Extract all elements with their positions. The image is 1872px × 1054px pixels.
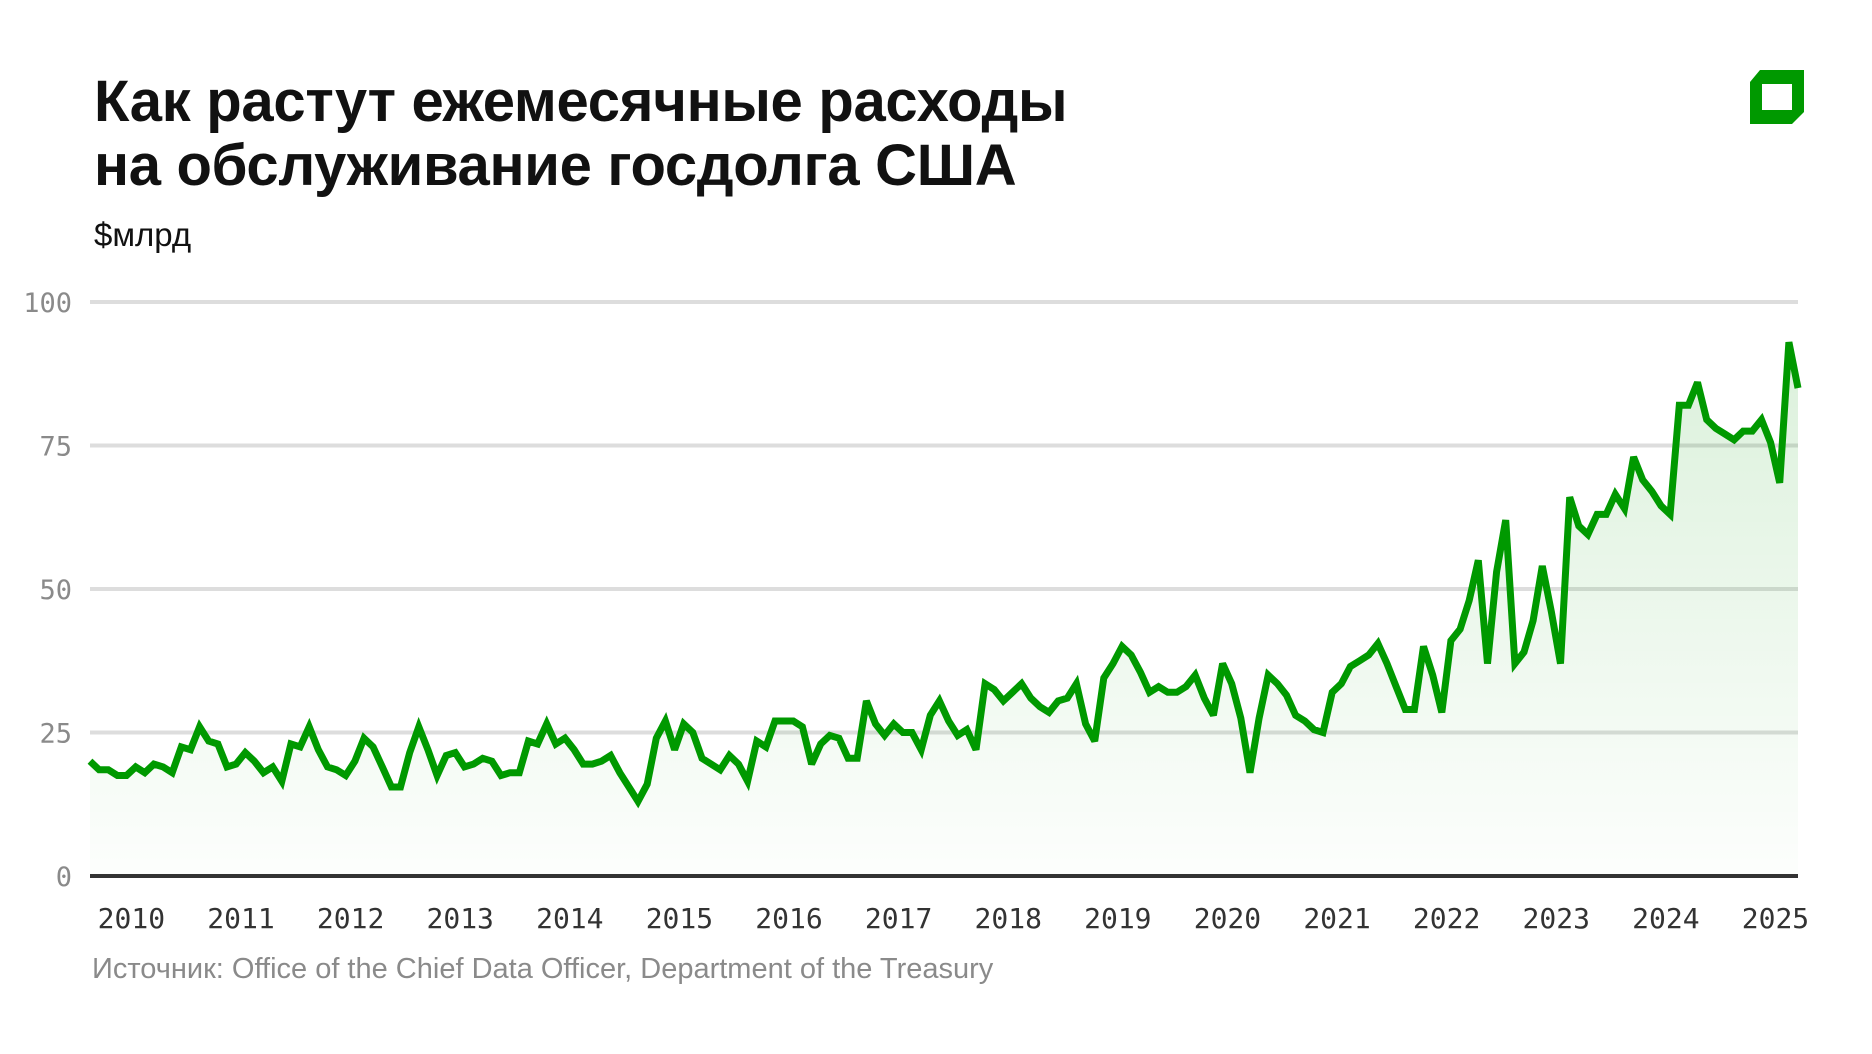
x-tick-label: 2014 <box>536 902 603 935</box>
x-tick-label: 2010 <box>98 902 165 935</box>
chart-title-line-2: на обслуживание госдолга США <box>94 133 1017 198</box>
y-tick-label: 50 <box>39 575 72 606</box>
x-tick-label: 2019 <box>1084 902 1151 935</box>
x-tick-label: 2024 <box>1632 902 1699 935</box>
x-tick-label: 2021 <box>1303 902 1370 935</box>
area-fill <box>90 342 1798 876</box>
unit-label: $млрд <box>94 216 192 253</box>
green-square-logo-icon <box>1750 70 1804 124</box>
x-tick-label: 2015 <box>646 902 713 935</box>
x-tick-label: 2022 <box>1413 902 1480 935</box>
y-tick-label: 75 <box>39 432 72 463</box>
x-tick-label: 2016 <box>755 902 822 935</box>
x-tick-label: 2011 <box>207 902 274 935</box>
source-note: Источник: Office of the Chief Data Offic… <box>92 953 994 985</box>
chart-title: Как растут ежемесячные расходы на обслуж… <box>94 69 1068 198</box>
x-tick-label: 2025 <box>1742 902 1809 935</box>
x-tick-label: 2017 <box>865 902 932 935</box>
y-tick-label: 25 <box>39 719 72 750</box>
x-tick-label: 2018 <box>975 902 1042 935</box>
x-tick-label: 2020 <box>1194 902 1261 935</box>
x-tick-label: 2012 <box>317 902 384 935</box>
chart-title-line-1: Как растут ежемесячные расходы <box>94 69 1068 134</box>
y-tick-label: 0 <box>56 862 72 893</box>
x-tick-label: 2023 <box>1523 902 1590 935</box>
y-tick-label: 100 <box>23 288 72 319</box>
x-tick-label: 2013 <box>426 902 493 935</box>
series-line <box>87 341 1802 809</box>
